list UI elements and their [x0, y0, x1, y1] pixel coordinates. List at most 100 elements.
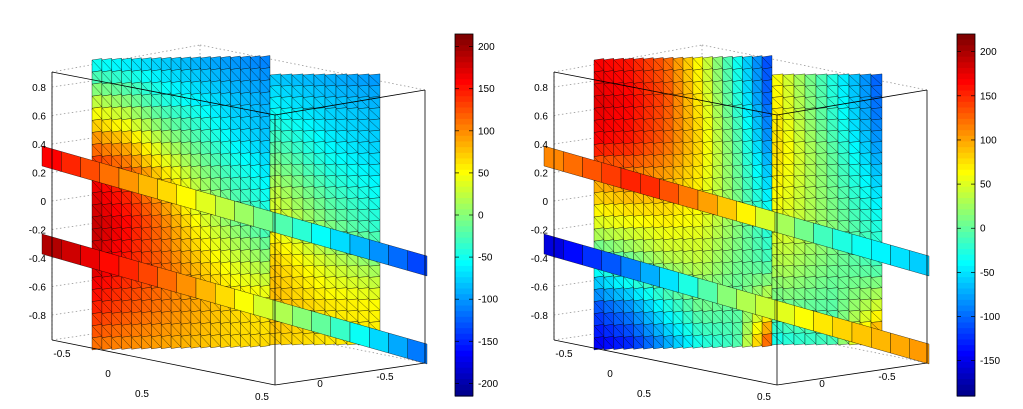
mesh-edge: [643, 119, 654, 131]
mesh-edge: [712, 311, 723, 323]
mesh-edge: [302, 108, 315, 120]
mesh-edge: [190, 263, 201, 275]
mesh-edge: [230, 81, 241, 93]
mesh-edge: [269, 97, 282, 108]
mesh-edge: [859, 142, 872, 153]
mesh-edge: [161, 288, 172, 300]
colorbar-segment: [455, 345, 473, 352]
mesh-edge: [324, 153, 337, 165]
mesh-edge: [859, 277, 872, 288]
mesh-edge: [826, 131, 839, 142]
colorbar-segment: [455, 305, 473, 312]
mesh-edge: [170, 251, 182, 263]
mesh-edge: [302, 209, 315, 221]
mesh-edge: [335, 164, 348, 176]
mesh-edge: [357, 153, 370, 165]
mesh-edge: [161, 203, 172, 215]
mesh-edge: [613, 289, 624, 300]
mesh-edge: [603, 59, 614, 71]
mesh-edge: [603, 144, 614, 156]
mesh-edge: [240, 226, 251, 238]
mesh-edge: [161, 336, 172, 348]
mesh-edge: [180, 215, 192, 227]
mesh-edge: [368, 153, 381, 165]
mesh-edge: [324, 86, 337, 97]
mesh-edge: [291, 333, 304, 345]
mesh-edge: [782, 153, 795, 165]
colorbar-segment: [957, 56, 975, 63]
mesh-edge: [663, 324, 674, 336]
colorbar-segment: [957, 373, 975, 380]
mesh-edge: [291, 153, 304, 165]
mesh-edge: [101, 337, 112, 349]
box-edge: [51, 71, 276, 116]
colorbar-tick-label: -150: [980, 356, 1000, 367]
mesh-edge: [200, 299, 211, 311]
mesh-edge: [793, 176, 806, 187]
mesh-edge: [357, 266, 370, 277]
mesh-edge: [859, 119, 872, 131]
mesh-edge: [848, 288, 861, 300]
mesh-edge: [210, 251, 221, 262]
mesh-edge: [200, 323, 211, 335]
colorbar-segment: [957, 73, 975, 80]
z-slice-bottom: [871, 327, 891, 354]
mesh-edge: [613, 216, 624, 228]
mesh-edge: [603, 313, 614, 325]
mesh-edge: [815, 209, 828, 221]
mesh-edge: [368, 176, 381, 187]
mesh-edge: [732, 93, 743, 105]
mesh-edge: [190, 299, 201, 311]
mesh-edge: [91, 204, 103, 216]
mesh-edge: [210, 130, 221, 142]
mesh-edge: [250, 117, 261, 129]
mesh-edge: [837, 108, 850, 120]
mesh-edge: [91, 132, 103, 144]
mesh-edge: [702, 130, 713, 142]
mesh-edge: [313, 176, 326, 187]
mesh-edge: [210, 311, 221, 323]
mesh-edge: [663, 119, 674, 130]
mesh-edge: [742, 129, 753, 141]
mesh-edge: [771, 108, 784, 120]
box-edge: [553, 71, 778, 116]
mesh-edge: [220, 69, 231, 81]
mesh-edge: [793, 254, 806, 266]
mesh-edge: [837, 74, 850, 86]
mesh-edge: [837, 254, 850, 266]
colorbar-segment: [455, 288, 473, 295]
mesh-edge: [643, 155, 654, 167]
mesh-edge: [230, 250, 241, 262]
mesh-edge: [859, 176, 872, 187]
mesh-edge: [335, 266, 348, 277]
mesh-edge: [752, 81, 763, 93]
colorbar-segment: [957, 390, 975, 397]
colorbar-segment: [957, 84, 975, 92]
mesh-edge: [141, 203, 152, 215]
mesh-edge: [111, 301, 122, 313]
mesh-edge: [200, 311, 211, 323]
mesh-edge: [653, 143, 664, 155]
colorbar-segment: [455, 45, 473, 52]
mesh-edge: [633, 155, 644, 167]
mesh-edge: [653, 70, 664, 82]
mesh-edge: [151, 324, 162, 336]
mesh-edge: [848, 209, 861, 221]
mesh-edge: [220, 154, 231, 166]
mesh-edge: [131, 288, 142, 300]
mesh-edge: [771, 153, 784, 165]
colorbar-segment: [455, 62, 473, 69]
mesh-edge: [346, 97, 359, 108]
mesh-edge: [643, 95, 654, 107]
mesh-edge: [91, 229, 103, 240]
mesh-edge: [804, 198, 817, 210]
x-tick-label: 0: [105, 369, 111, 380]
mesh-edge: [761, 189, 773, 201]
mesh-edge: [712, 81, 723, 93]
mesh-edge: [250, 177, 261, 189]
mesh-edge: [692, 130, 703, 142]
mesh-edge: [653, 240, 664, 251]
mesh-edge: [633, 119, 644, 131]
colorbar-segment: [455, 271, 473, 278]
mesh-edge: [200, 251, 211, 263]
